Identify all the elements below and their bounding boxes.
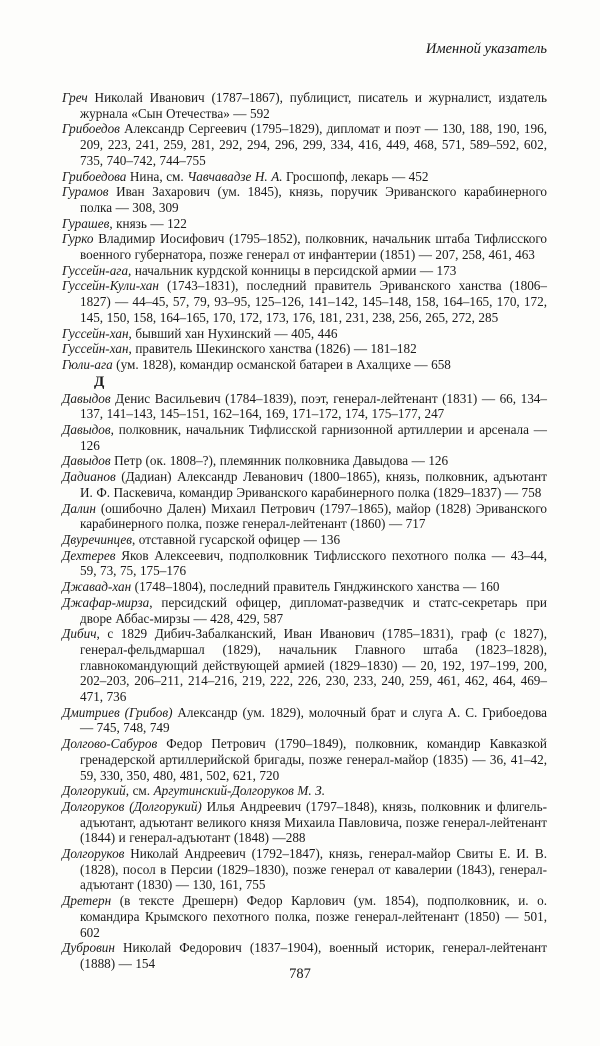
index-entry: Гуссейн-ага, начальник курдской конницы … <box>62 263 547 279</box>
entry-headword: Джавад-хан <box>62 579 132 595</box>
entry-headword: Гуссейн-хан <box>62 341 129 357</box>
entry-text: (1743–1831), последний правитель Эриванс… <box>80 278 547 325</box>
entry-text: (ум. 1828), командир османской батареи в… <box>112 356 451 372</box>
index-entry: Гуссейн-хан, правитель Шекинского ханств… <box>62 341 547 357</box>
entry-headword: Давыдов <box>62 390 111 406</box>
entry-text: (в тексте Дрешерн) Федор Карлович (ум. 1… <box>80 893 547 940</box>
entry-text: , князь — 122 <box>109 215 187 231</box>
entry-text: Федор Петрович (1790–1849), полковник, к… <box>80 736 547 783</box>
entry-headword: Давыдов <box>62 453 111 469</box>
entry-headword: Дретерн <box>62 893 112 909</box>
index-entry: Давыдов Петр (ок. 1808–?), племянник пол… <box>62 453 547 469</box>
entry-headword: Дубровин <box>62 940 115 956</box>
index-entry: Долгоруков (Долгорукий) Илья Андреевич (… <box>62 799 547 846</box>
entry-text: , с 1829 Дибич-Забалканский, Иван Иванов… <box>80 626 547 705</box>
index-entry: Давыдов, полковник, начальник Тифлисской… <box>62 422 547 453</box>
running-header: Именной указатель <box>425 41 547 57</box>
entry-headword: Гюли-ага <box>62 356 113 372</box>
index-entry: Грибоедова Нина, см. Чавчавадзе Н. А. Гр… <box>62 169 547 185</box>
index-entry: Гуссейн-хан, бывший хан Нухинский — 405,… <box>62 326 547 342</box>
entry-headword: Гурамов <box>62 184 109 200</box>
index-body: Греч Николай Иванович (1787–1867), публи… <box>62 90 547 972</box>
entry-headword: Грибоедов <box>62 121 120 137</box>
entry-text: , начальник курдской конницы в персидско… <box>128 262 457 278</box>
index-entry: Долгоруков Николай Андреевич (1792–1847)… <box>62 846 547 893</box>
index-entry: Дибич, с 1829 Дибич-Забалканский, Иван И… <box>62 626 547 705</box>
entry-text: (1748–1804), последний правитель Гянджин… <box>131 579 500 595</box>
entry-headword: Долгоруков (Долгорукий) <box>62 798 202 814</box>
entry-headword: Долгоруков <box>62 846 125 862</box>
entry-text: , отставной гусарской офицер — 136 <box>132 531 341 547</box>
entry-text: Александр (ум. 1829), молочный брат и сл… <box>80 704 547 736</box>
index-entry: Гюли-ага (ум. 1828), командир османской … <box>62 357 547 373</box>
index-entry: Грибоедов Александр Сергеевич (1795–1829… <box>62 121 547 168</box>
entry-text: Александр Сергеевич (1795–1829), диплома… <box>80 121 547 168</box>
entry-headword: Дадианов <box>62 469 116 485</box>
index-entry: Дретерн (в тексте Дрешерн) Федор Карлови… <box>62 893 547 940</box>
entry-headword: Дибич <box>62 626 97 642</box>
entry-text: , персидский офицер, дипломат-разведчик … <box>80 594 547 626</box>
entry-text: , правитель Шекинского ханства (1826) — … <box>128 341 417 357</box>
entry-headword: Дехтерев <box>62 547 116 563</box>
entry-text: Денис Васильевич (1784–1839), поэт, гене… <box>80 390 547 422</box>
entry-text: Николай Андреевич (1792–1847), князь, ге… <box>80 846 547 893</box>
entry-text: , см. <box>125 783 154 799</box>
entry-text: Гросшопф, лекарь — 452 <box>282 168 429 184</box>
entry-headword: Грибоедова <box>62 168 127 184</box>
entry-headword: Дмитриев (Грибов) <box>62 704 173 720</box>
index-entry: Гуссейн-Кули-хан (1743–1831), последний … <box>62 278 547 325</box>
index-entry: Гурко Владимир Иосифович (1795–1852), по… <box>62 231 547 262</box>
entry-headword: Гуссейн-ага <box>62 262 129 278</box>
index-entry: Джавад-хан (1748–1804), последний правит… <box>62 579 547 595</box>
section-letter: Д <box>94 373 105 390</box>
entry-headword: Долгорукий <box>62 783 126 799</box>
entry-text: (Дадиан) Александр Леванович (1800–1865)… <box>80 469 547 500</box>
index-entry: Греч Николай Иванович (1787–1867), публи… <box>62 90 547 121</box>
entry-headword: Гурашев <box>62 215 110 231</box>
entry-text: (ошибочно Дален) Михаил Петрович (1797–1… <box>80 500 547 532</box>
entry-headword: Давыдов <box>62 422 111 438</box>
index-entry: Дехтерев Яков Алексеевич, подполковник Т… <box>62 548 547 579</box>
index-entry: Долгово-Сабуров Федор Петрович (1790–184… <box>62 736 547 783</box>
entry-cross-reference: Аргутинский-Долгоруков М. З. <box>153 783 325 799</box>
entry-headword: Двуречинцев <box>62 531 132 547</box>
entry-text: , бывший хан Нухинский — 405, 446 <box>128 325 338 341</box>
index-entry: Дубровин Николай Федорович (1837–1904), … <box>62 940 547 971</box>
entry-text: Илья Андреевич (1797–1848), князь, полко… <box>80 798 547 846</box>
index-entry: Дмитриев (Грибов) Александр (ум. 1829), … <box>62 705 547 736</box>
entry-text: Николай Иванович (1787–1867), публицист,… <box>80 90 547 121</box>
entry-headword: Далин <box>62 500 96 516</box>
page-number: 787 <box>289 966 311 982</box>
index-entry: Гурамов Иван Захарович (ум. 1845), князь… <box>62 184 547 215</box>
entry-headword: Гуссейн-хан <box>62 325 129 341</box>
entry-text: Иван Захарович (ум. 1845), князь, поручи… <box>80 184 547 215</box>
entry-text: Нина, см. <box>126 168 188 184</box>
entry-cross-reference: Чавчавадзе Н. А. <box>187 168 283 184</box>
entry-text: Петр (ок. 1808–?), племянник полковника … <box>110 453 449 469</box>
index-entry: Долгорукий, см. Аргутинский-Долгоруков М… <box>62 783 547 799</box>
entry-text: Владимир Иосифович (1795–1852), полковни… <box>80 231 547 263</box>
entry-headword: Долгово-Сабуров <box>62 736 158 752</box>
index-entry: Давыдов Денис Васильевич (1784–1839), по… <box>62 391 547 422</box>
entry-headword: Греч <box>62 90 88 105</box>
index-entry: Джафар-мирза, персидский офицер, диплома… <box>62 595 547 626</box>
entry-text: , полковник, начальник Тифлисской гарниз… <box>80 422 547 453</box>
entry-headword: Гурко <box>62 231 94 247</box>
index-entry: Дадианов (Дадиан) Александр Леванович (1… <box>62 469 547 500</box>
index-entry: Двуречинцев, отставной гусарской офицер … <box>62 532 547 548</box>
entry-headword: Гуссейн-Кули-хан <box>62 278 159 294</box>
index-entry: Далин (ошибочно Дален) Михаил Петрович (… <box>62 501 547 532</box>
entry-headword: Джафар-мирза <box>62 594 150 610</box>
entry-text: Яков Алексеевич, подполковник Тифлисског… <box>80 547 547 579</box>
entry-text: Николай Федорович (1837–1904), военный и… <box>80 940 547 971</box>
index-entry: Гурашев, князь — 122 <box>62 216 547 232</box>
